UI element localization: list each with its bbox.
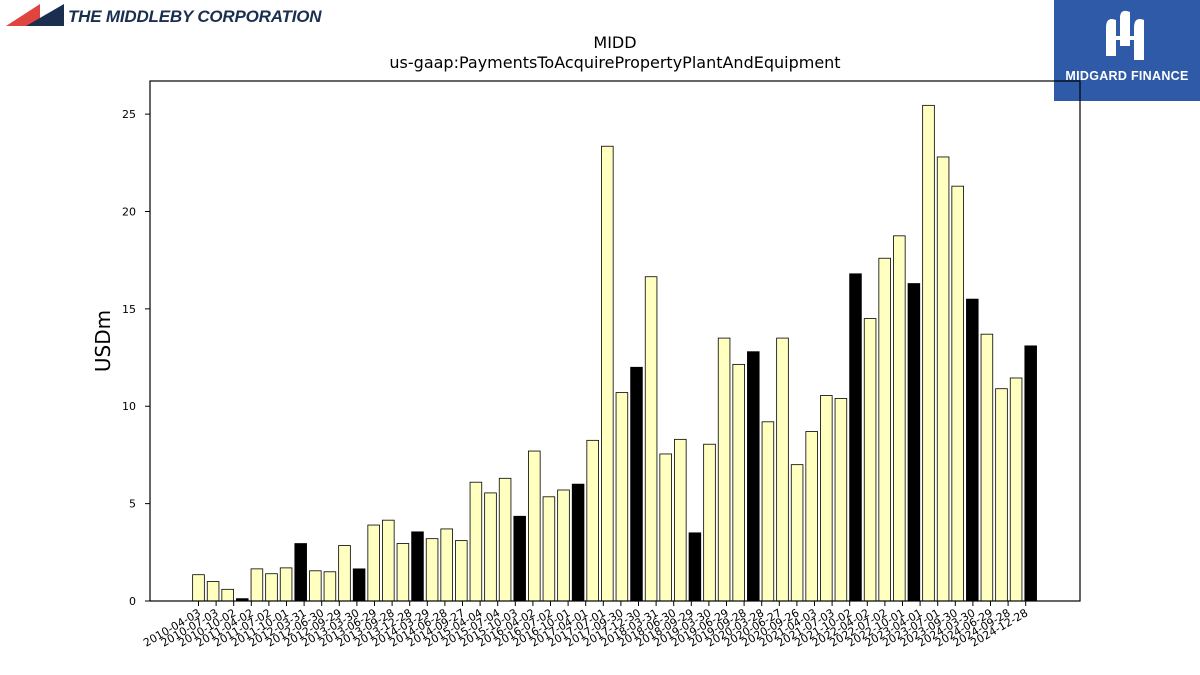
bar [615,392,629,602]
bar [571,483,585,602]
brand-name: MIDGARD FINANCE [1065,69,1189,83]
bar [674,438,687,602]
y-tick-label: 10 [122,400,136,413]
bar [455,540,468,602]
brand-logo: MIDGARD FINANCE [1054,0,1200,101]
bar [878,257,891,602]
bar [907,283,921,602]
bar [644,276,658,602]
bar [250,568,264,602]
y-tick-label: 5 [129,498,136,511]
bar [732,363,745,602]
bar [513,515,526,602]
bar [688,532,702,602]
bar [601,145,614,602]
bar [805,431,818,602]
bar [382,519,395,602]
y-tick-label: 15 [122,303,136,316]
bar [352,568,366,602]
bar [659,453,672,602]
plot-frame [149,80,1081,602]
bar [936,156,950,602]
bar [557,489,570,602]
y-tick-label: 25 [122,108,136,121]
bar [206,581,220,602]
bar [469,481,483,602]
bar [586,439,599,602]
y-tick-label: 0 [129,595,136,608]
x-axis: 2010-04-032010-07-032010-10-022011-04-02… [141,601,1030,650]
bar [323,571,337,602]
bar [980,333,994,602]
company-logo-icon [6,4,64,26]
bar [630,366,643,602]
bar [484,492,497,602]
bar [338,545,351,602]
bar [396,543,410,602]
bar [717,337,731,602]
chart-subtitle: us-gaap:PaymentsToAcquirePropertyPlantAn… [389,53,840,72]
bar [192,574,205,602]
bar [951,185,964,602]
bar [1024,345,1037,602]
bar [761,421,775,602]
y-axis: 0 5 10 15 20 25 [122,108,150,608]
company-logo: THE MIDDLEBY CORPORATION [6,4,322,30]
bar [309,570,322,602]
bar [863,318,877,602]
bar [703,443,716,602]
brand-logo-icon [1106,10,1144,60]
bar [834,398,848,602]
bar [440,528,453,602]
bars-group [192,104,1037,602]
bar [279,567,293,602]
y-axis-label: USDm [91,310,115,372]
bar [849,273,862,602]
bar [528,450,541,602]
bar [922,104,935,602]
bar [498,477,512,602]
bar [367,524,380,602]
company-name: THE MIDDLEBY CORPORATION [68,7,322,26]
bar [995,388,1008,602]
y-tick-label: 20 [122,205,136,218]
bar [294,543,307,602]
bar [221,588,234,602]
bar [820,395,833,602]
bar [776,337,789,602]
bar [265,573,278,602]
bar [966,298,979,602]
bar [790,464,804,602]
bar [425,538,439,602]
bar [893,235,906,602]
chart-title: MIDD [593,33,636,52]
bar [542,496,556,602]
bar [1009,377,1023,602]
bar [747,351,760,602]
bar [411,531,424,602]
